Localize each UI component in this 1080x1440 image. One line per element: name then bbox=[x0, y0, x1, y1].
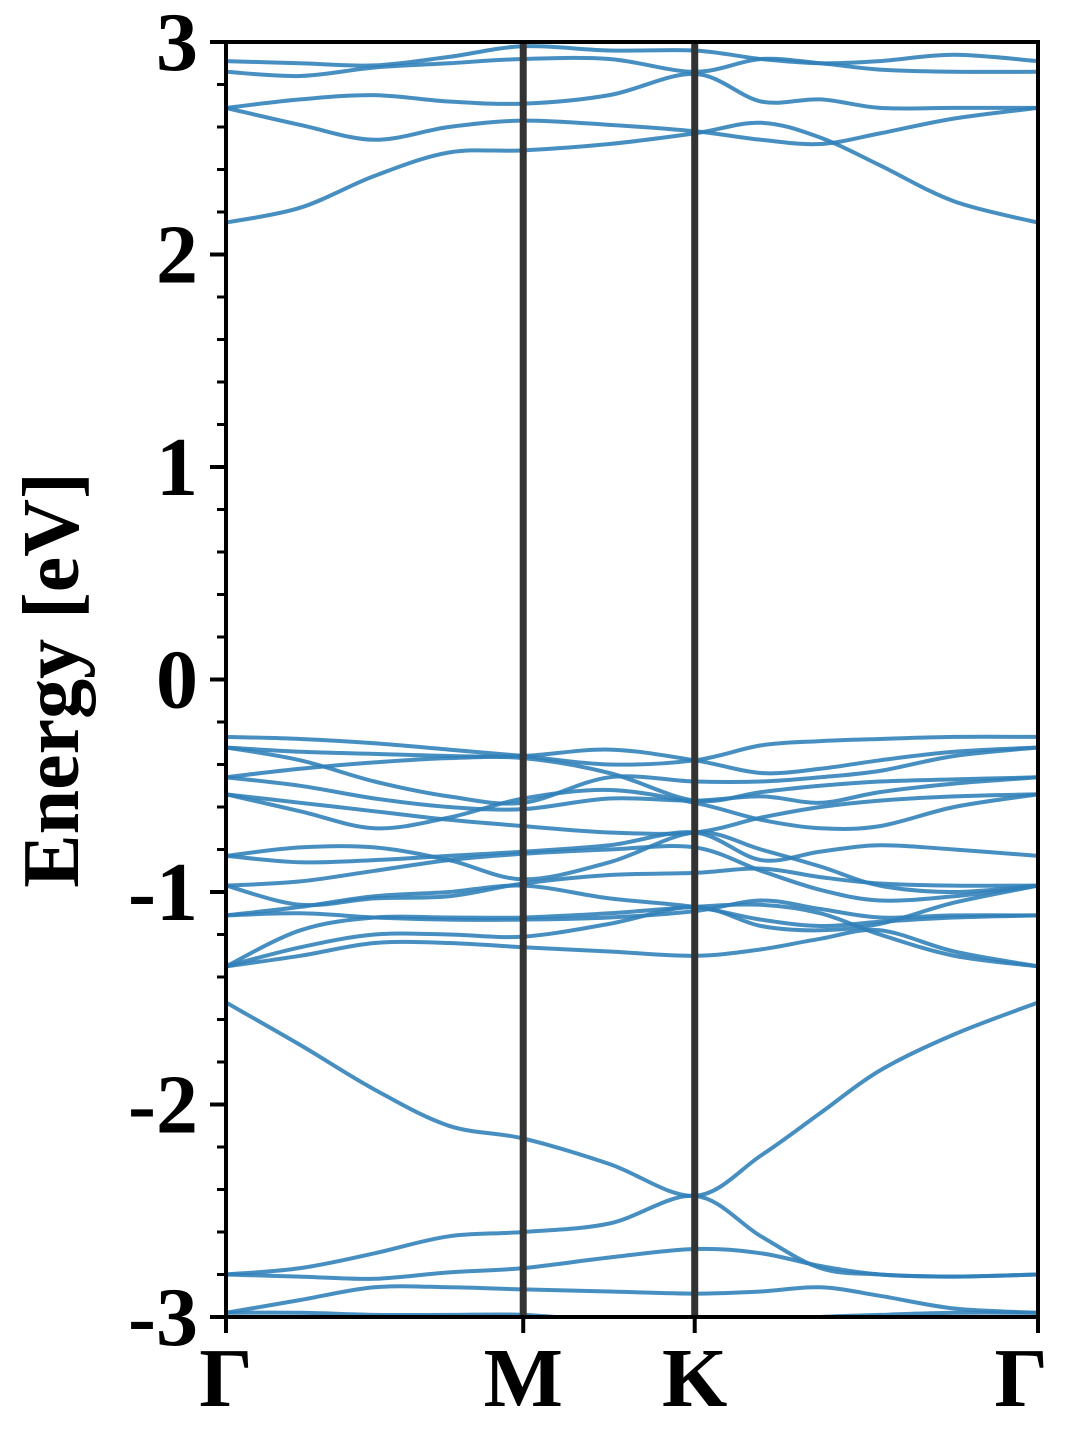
band-line-19 bbox=[226, 883, 1038, 969]
band-line-20 bbox=[226, 902, 1038, 969]
band-line-4 bbox=[226, 55, 1038, 79]
x-tick-label-4: Γ bbox=[995, 1332, 1048, 1425]
x-tick-label-3: K bbox=[662, 1332, 727, 1425]
band-line-1 bbox=[226, 120, 1038, 225]
band-line-9 bbox=[226, 754, 1038, 804]
y-tick-label: 2 bbox=[156, 209, 198, 302]
band-line-5 bbox=[226, 44, 1038, 68]
band-line-22 bbox=[226, 1000, 1038, 1198]
band-lines bbox=[226, 44, 1038, 1317]
plot-frame bbox=[224, 40, 1040, 1319]
band-line-10 bbox=[226, 775, 1038, 812]
band-line-3 bbox=[226, 71, 1038, 111]
band-line-25 bbox=[226, 1284, 1038, 1315]
band-line-12 bbox=[226, 792, 1038, 836]
y-tick-label: 1 bbox=[156, 421, 198, 514]
band-line-6 bbox=[226, 734, 1038, 767]
y-tick-label: -3 bbox=[128, 1271, 198, 1364]
y-tick-label: 3 bbox=[156, 0, 198, 89]
plot-axes bbox=[224, 40, 1040, 1319]
band-line-2 bbox=[226, 105, 1038, 147]
high-symmetry-lines bbox=[519, 42, 699, 1317]
band-line-15 bbox=[226, 844, 1038, 903]
y-tick-label: 0 bbox=[156, 634, 198, 727]
x-tick-label-1: Γ bbox=[199, 1332, 252, 1425]
band-line-21 bbox=[226, 927, 1038, 969]
band-line-14 bbox=[226, 830, 1038, 865]
y-axis: -3 -2 -1 0 1 2 3 bbox=[128, 0, 226, 1364]
y-axis-label: Energy [eV] bbox=[8, 472, 96, 887]
y-tick-label: -2 bbox=[128, 1059, 198, 1152]
x-tick-label-2: M bbox=[484, 1332, 563, 1425]
band-line-24 bbox=[226, 1246, 1038, 1281]
y-tick-label: -1 bbox=[128, 846, 198, 939]
band-line-8 bbox=[226, 745, 1038, 806]
band-line-11 bbox=[226, 787, 1038, 831]
band-line-26 bbox=[226, 1310, 1038, 1317]
band-line-23 bbox=[226, 1193, 1038, 1279]
band-line-7 bbox=[226, 745, 1038, 776]
